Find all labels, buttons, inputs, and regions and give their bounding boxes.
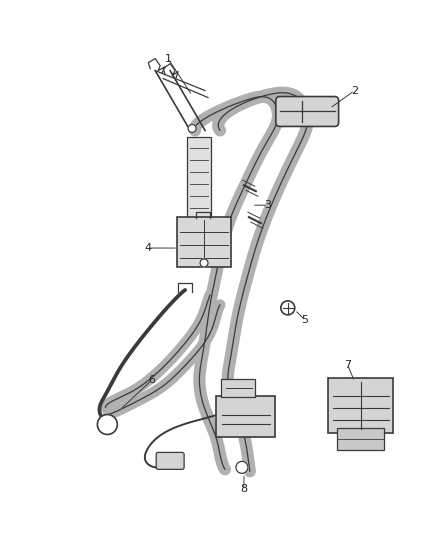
Circle shape	[97, 415, 117, 434]
Circle shape	[281, 301, 295, 315]
Text: 3: 3	[265, 200, 272, 210]
Text: 4: 4	[145, 243, 152, 253]
FancyBboxPatch shape	[177, 217, 231, 267]
Circle shape	[236, 462, 248, 473]
Text: 1: 1	[165, 54, 172, 63]
FancyBboxPatch shape	[221, 378, 255, 397]
FancyBboxPatch shape	[187, 138, 211, 219]
FancyBboxPatch shape	[156, 453, 184, 470]
Text: 6: 6	[149, 375, 156, 385]
FancyBboxPatch shape	[337, 429, 385, 450]
Text: 2: 2	[351, 86, 358, 95]
Text: 5: 5	[301, 315, 308, 325]
Circle shape	[188, 124, 196, 132]
FancyBboxPatch shape	[328, 378, 393, 433]
Text: 8: 8	[240, 484, 247, 494]
FancyBboxPatch shape	[216, 395, 275, 438]
FancyBboxPatch shape	[276, 96, 339, 126]
Text: 7: 7	[344, 360, 351, 370]
Circle shape	[200, 259, 208, 267]
